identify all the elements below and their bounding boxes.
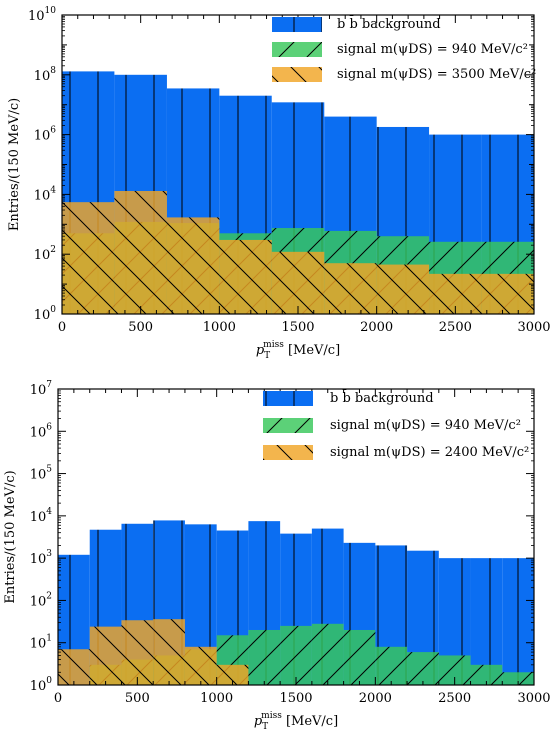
x-tick-label: 2500: [439, 320, 472, 335]
x-tick-label: 2000: [359, 691, 392, 706]
legend-label: signal m(ψDS) = 3500 MeV/c²: [337, 67, 536, 82]
series-signal-heavy: [58, 619, 249, 685]
signal-heavy-bar: [166, 217, 220, 314]
signal-940-bar: [311, 623, 344, 685]
signal-heavy-bar: [153, 619, 185, 685]
legend-swatch: [272, 67, 322, 82]
y-tick-label: 108: [34, 66, 57, 84]
signal-940-bar: [407, 652, 439, 685]
x-tick-label: 500: [125, 691, 150, 706]
y-tick-label: 101: [30, 634, 52, 652]
signal-940-bar: [470, 664, 503, 685]
legend-swatch: [263, 418, 313, 433]
signal-heavy-bar: [58, 649, 90, 685]
signal-heavy-bar: [324, 263, 377, 314]
legend: b b̄ background signal m(ψDS) = 940 MeV/c…: [263, 389, 529, 460]
x-axis-title: pTmiss [MeV/c]: [256, 340, 340, 361]
signal-940-bar: [502, 672, 534, 685]
bb-background-bar: [470, 558, 503, 685]
bb-background-bar: [502, 558, 534, 685]
signal-940-bar: [280, 625, 312, 685]
signal-940-bar: [375, 646, 408, 685]
legend-swatch: [263, 391, 313, 406]
legend-swatch: [272, 42, 322, 57]
y-tick-label: 104: [34, 185, 57, 203]
signal-940-bar: [248, 629, 281, 685]
signal-heavy-bar: [216, 664, 249, 685]
x-tick-label: 3000: [517, 320, 550, 335]
legend-swatch: [272, 17, 322, 32]
x-tick-label: 0: [58, 320, 66, 335]
y-tick-label: 102: [30, 591, 52, 609]
legend-swatch: [263, 445, 313, 460]
bottom-histogram-panel: 0 500 1000 1500 2000 2500 3000 100 101 102 103 104 1…: [3, 380, 551, 731]
y-tick-label: 100: [34, 305, 57, 323]
y-tick-label: 102: [34, 245, 56, 263]
x-axis-title: pTmiss [MeV/c]: [254, 711, 338, 731]
signal-heavy-bar: [376, 264, 430, 314]
x-tick-label: 1500: [281, 320, 314, 335]
top-histogram-panel: 0 500 1000 1500 2000 2500 3000 100 102 104 106 108 1…: [7, 6, 551, 361]
legend-label: b b̄ background: [330, 389, 434, 406]
legend-label: signal m(ψDS) = 2400 MeV/c²: [330, 445, 529, 460]
signal-heavy-bar: [121, 620, 154, 685]
signal-heavy-bar: [62, 202, 115, 314]
y-tick-label: 106: [30, 422, 53, 440]
x-tick-label: 1500: [279, 691, 312, 706]
histogram-bars: [58, 520, 534, 685]
x-tick-label: 500: [128, 320, 153, 335]
legend: b b̄ background signal m(ψDS) = 940 MeV/c…: [272, 15, 536, 82]
x-tick-label: 0: [54, 691, 62, 706]
y-tick-label: 106: [34, 126, 57, 144]
x-tick-label: 2000: [360, 320, 393, 335]
y-axis-title: Entries/(150 MeV/c): [7, 98, 22, 231]
y-tick-label: 107: [30, 380, 53, 398]
x-tick-label: 1000: [203, 320, 236, 335]
signal-heavy-bar: [184, 646, 217, 685]
y-tick-label: 1010: [28, 6, 56, 24]
histogram-bars: [62, 71, 534, 314]
x-tick-label: 1000: [200, 691, 233, 706]
signal-heavy-bar: [89, 626, 122, 685]
legend-label: b b̄ background: [337, 15, 441, 32]
signal-heavy-bar: [114, 190, 167, 314]
y-tick-label: 103: [30, 549, 53, 567]
x-tick-label: 3000: [517, 691, 550, 706]
signal-heavy-bar: [481, 273, 534, 314]
y-tick-label: 104: [30, 507, 53, 525]
legend-label: signal m(ψDS) = 940 MeV/c²: [330, 418, 521, 433]
signal-heavy-bar: [219, 239, 272, 314]
y-tick-label: 105: [30, 465, 53, 483]
series-bb-background: [58, 520, 534, 685]
x-tick-label: 2500: [438, 691, 471, 706]
signal-940-bar: [343, 629, 376, 685]
legend-label: signal m(ψDS) = 940 MeV/c²: [337, 42, 528, 57]
y-tick-label: 100: [30, 676, 53, 694]
signal-heavy-bar: [271, 251, 325, 314]
y-axis-title: Entries/(150 MeV/c): [3, 470, 18, 603]
